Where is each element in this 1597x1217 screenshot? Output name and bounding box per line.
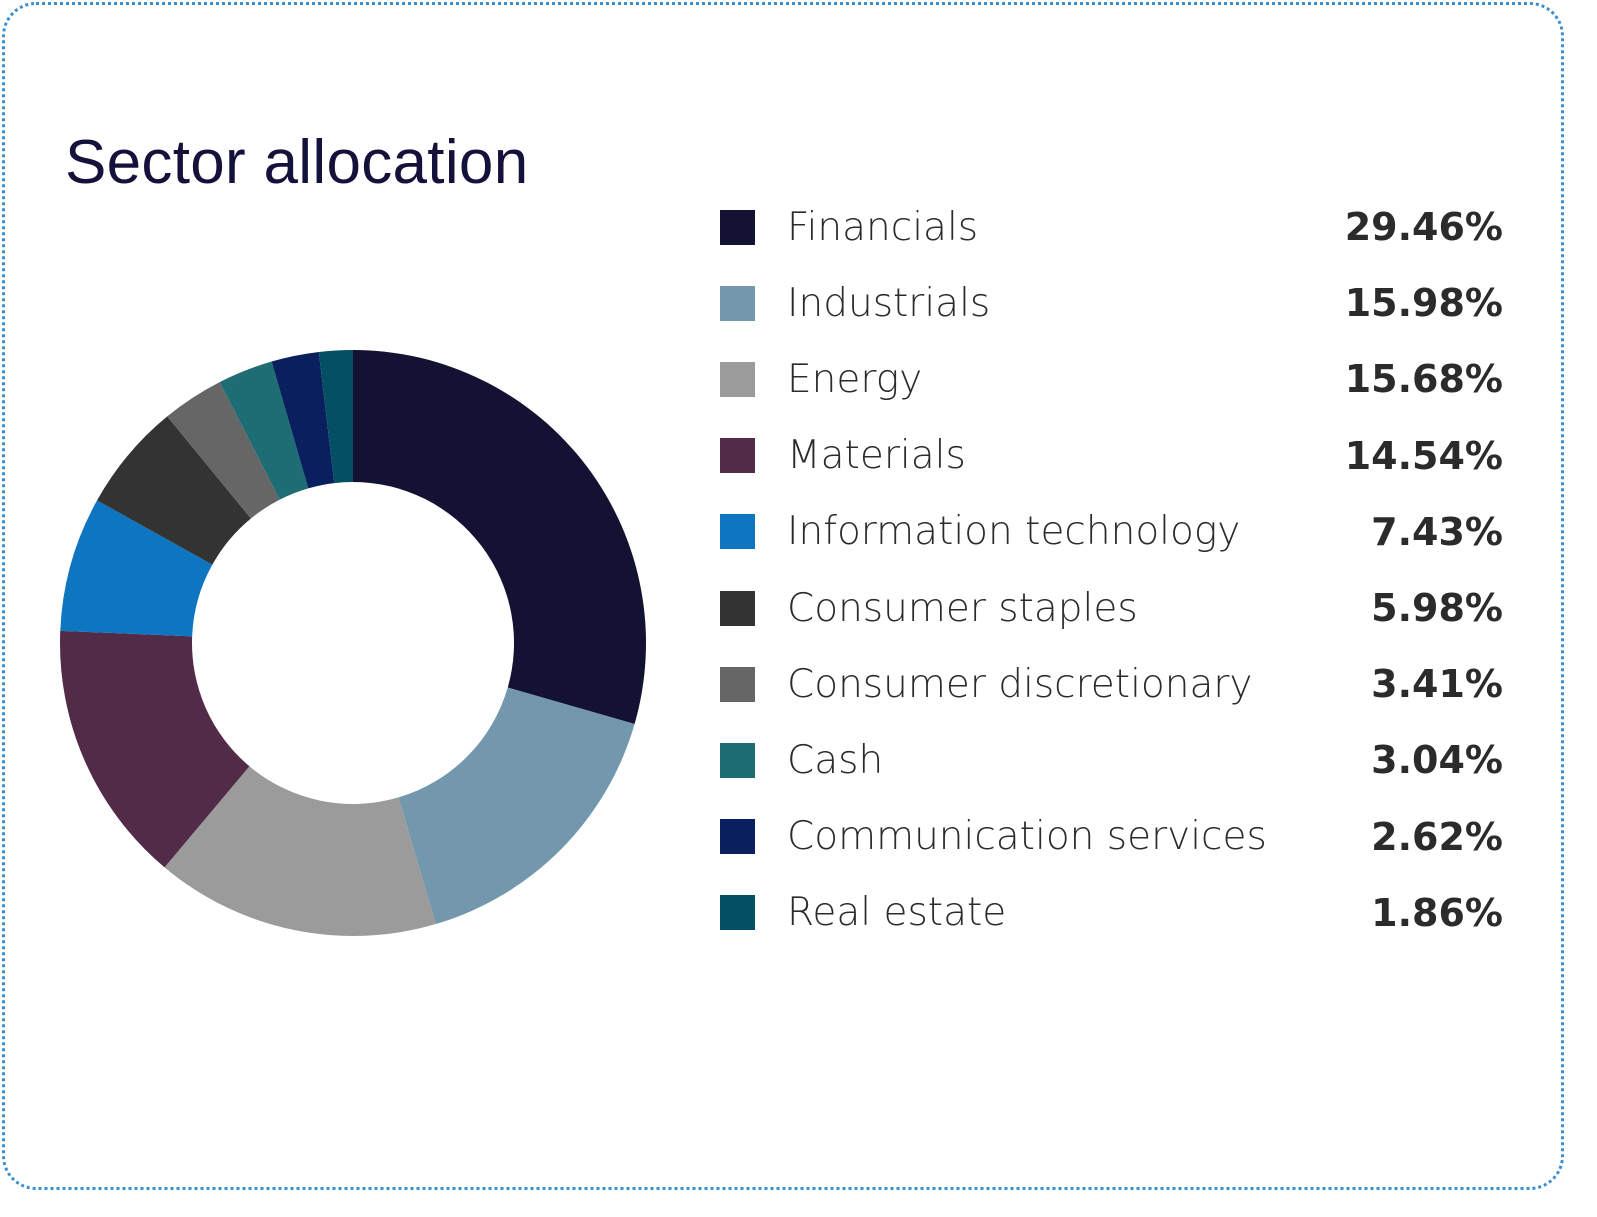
legend-value: 14.54%	[1344, 433, 1503, 478]
donut-slice-consumer-discretionary	[167, 382, 280, 519]
legend-value: 3.41%	[1371, 662, 1503, 707]
legend-item: Industrials 15.98%	[720, 265, 1510, 341]
legend-swatch	[720, 590, 755, 626]
legend-item: Consumer staples 5.98%	[720, 570, 1510, 646]
chart-title: Sector allocation	[65, 128, 529, 197]
donut-slice-real-estate	[318, 350, 353, 484]
legend-value: 7.43%	[1371, 509, 1503, 554]
legend-value: 5.98%	[1371, 586, 1503, 631]
donut-slice-cash	[219, 361, 309, 500]
legend-label: Materials	[787, 433, 966, 479]
legend-swatch	[720, 361, 755, 397]
donut-slice-industrials	[398, 687, 635, 925]
legend-swatch	[720, 742, 755, 778]
legend-item: Energy 15.68%	[720, 341, 1510, 417]
donut-slice-financials	[353, 350, 646, 725]
donut-slice-materials	[60, 630, 250, 868]
legend-swatch	[720, 209, 755, 245]
legend-swatch	[720, 895, 755, 931]
donut-slice-consumer-staples	[97, 416, 251, 565]
legend-item: Information technology 7.43%	[720, 494, 1510, 570]
legend-label: Energy	[787, 356, 923, 402]
donut-slice-information-technology	[60, 500, 213, 637]
legend-swatch	[720, 666, 755, 702]
legend-label: Consumer staples	[787, 585, 1138, 631]
legend-label: Financials	[787, 204, 979, 250]
sector-allocation-card: Sector allocation Financials 29.46% Indu…	[2, 2, 1564, 1190]
legend-label: Industrials	[787, 280, 991, 326]
legend-value: 29.46%	[1344, 205, 1503, 250]
legend-value: 1.86%	[1371, 890, 1503, 935]
legend-value: 3.04%	[1371, 738, 1503, 783]
chart-legend: Financials 29.46% Industrials 15.98% Ene…	[720, 189, 1510, 951]
donut-chart	[60, 350, 646, 937]
legend-value: 15.68%	[1344, 357, 1503, 402]
legend-swatch	[720, 514, 755, 550]
legend-item: Real estate 1.86%	[720, 875, 1510, 951]
legend-item: Materials 14.54%	[720, 418, 1510, 494]
legend-item: Cash 3.04%	[720, 722, 1510, 798]
legend-value: 15.98%	[1344, 281, 1503, 326]
donut-slice-energy	[164, 766, 436, 937]
legend-item: Consumer discretionary 3.41%	[720, 646, 1510, 722]
legend-item: Financials 29.46%	[720, 189, 1510, 265]
legend-label: Information technology	[787, 509, 1241, 555]
legend-value: 2.62%	[1371, 814, 1503, 859]
donut-slice-communication-services	[271, 351, 335, 489]
legend-label: Consumer discretionary	[787, 661, 1253, 707]
legend-swatch	[720, 438, 755, 474]
legend-swatch	[720, 285, 755, 321]
legend-swatch	[720, 819, 755, 855]
legend-label: Cash	[787, 737, 884, 783]
legend-label: Real estate	[787, 890, 1007, 936]
legend-item: Communication services 2.62%	[720, 799, 1510, 875]
legend-label: Communication services	[787, 814, 1267, 860]
